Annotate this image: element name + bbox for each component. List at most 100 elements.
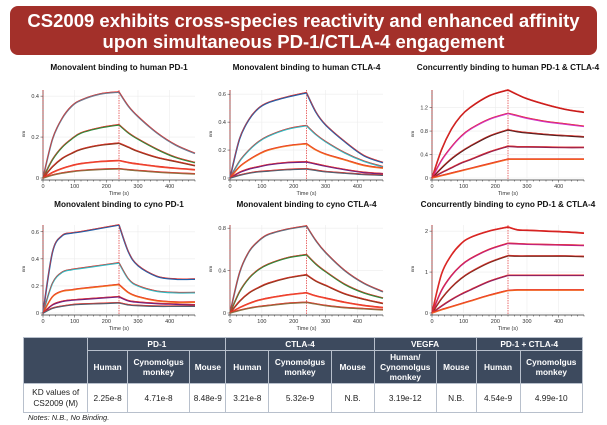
kd-value: 5.32e-9 (268, 383, 332, 413)
kd-value: 2.25e-8 (87, 383, 128, 413)
y-tick-label: 0.2 (31, 284, 39, 290)
series-line-3 (306, 292, 384, 309)
series-line-2 (507, 129, 585, 138)
series-line-2 (431, 254, 509, 314)
x-tick-label: 100 (70, 319, 79, 325)
series-line-2 (306, 274, 384, 305)
table-row: KD values of CS2009 (M) 2.25e-8 4.71e-8 … (22, 383, 584, 413)
fit-line-0 (431, 89, 509, 178)
group-header: PD-1 + CTLA-4 (475, 337, 583, 351)
x-tick-label: 400 (353, 184, 362, 190)
x-axis-label: Time (s) (109, 326, 129, 332)
fit-line-3 (118, 159, 196, 170)
y-axis-label: nm (208, 266, 213, 273)
fit-line-0 (42, 224, 120, 313)
y-tick-label: 0 (36, 311, 39, 317)
chart-title: Monovalent binding to cyno PD-1 (54, 200, 184, 209)
series-line-1 (118, 124, 196, 164)
y-tick-label: 0 (223, 176, 226, 182)
table-subheader-row: Human Cynomolgus monkey Mouse Human Cyno… (24, 350, 584, 384)
series-line-2 (42, 142, 120, 179)
table-group-row: PD-1 CTLA-4 VEGFA PD-1 + CTLA-4 (22, 337, 583, 384)
x-tick-label: 400 (554, 319, 563, 325)
x-tick-label: 200 (289, 319, 298, 325)
fit-line-1 (42, 123, 120, 178)
series-line-1 (305, 125, 384, 168)
fit-line-4 (118, 301, 195, 306)
x-tick-label: 100 (459, 319, 468, 325)
fit-line-2 (306, 142, 384, 168)
series-line-3 (507, 145, 585, 149)
series-line-2 (118, 283, 196, 304)
y-tick-label: 0.6 (31, 230, 39, 236)
fit-line-0 (118, 224, 196, 280)
fit-line-1 (306, 124, 384, 167)
fit-line-2 (118, 283, 196, 302)
x-tick-label: 400 (353, 319, 362, 325)
series-line-4 (306, 168, 384, 177)
x-axis-label: Time (s) (297, 326, 317, 332)
kd-table: PD-1 CTLA-4 VEGFA PD-1 + CTLA-4 Human Cy… (22, 337, 584, 413)
fit-line-2 (306, 273, 384, 304)
subheader: Human/ Cynomolgus monkey (373, 350, 437, 384)
series-line-0 (118, 91, 196, 155)
x-tick-label: 400 (165, 319, 174, 325)
series-line-1 (229, 124, 307, 179)
series-line-1 (507, 242, 585, 247)
series-line-4 (229, 168, 307, 179)
series-line-3 (431, 145, 509, 179)
x-tick-label: 200 (102, 319, 111, 325)
fit-line-0 (42, 91, 120, 178)
y-tick-label: 0.4 (218, 269, 226, 275)
chart-0: 0 100 200 300 400 0 0.2 0.4 Time (s) nm (21, 90, 196, 197)
fit-line-3 (42, 295, 120, 313)
series-line-2 (229, 142, 307, 179)
x-tick-label: 100 (257, 184, 266, 190)
series-line-1 (118, 262, 196, 294)
y-tick-label: 0.4 (31, 257, 39, 263)
series-line-1 (305, 254, 384, 299)
series-line-4 (431, 158, 509, 179)
fit-line-4 (42, 301, 120, 313)
subheader: Cynomolgus monkey (126, 350, 191, 384)
chart-4: 0 100 200 300 400 0 0.4 0.8 Time (s) nm (208, 225, 384, 332)
fit-line-3 (431, 145, 509, 178)
fit-line-0 (306, 225, 384, 292)
kd-value: 8.48e-9 (189, 383, 227, 413)
series-line-0 (305, 225, 384, 293)
subheader: Mouse (189, 350, 227, 384)
y-tick-label: 0 (36, 176, 39, 182)
fit-line-1 (42, 262, 120, 313)
fit-line-2 (229, 273, 307, 313)
fit-line-4 (431, 158, 509, 178)
chart-2: 0 100 200 300 400 0 0.4 0.8 1.2 Time (s) nm (410, 89, 585, 197)
y-tick-label: 0.4 (31, 94, 39, 100)
fit-line-1 (229, 253, 307, 313)
fit-line-2 (507, 128, 585, 137)
x-tick-label: 0 (430, 184, 433, 190)
x-tick-label: 300 (133, 184, 142, 190)
fit-line-0 (507, 89, 585, 112)
series-line-3 (118, 296, 196, 306)
series-line-4 (431, 289, 509, 314)
series-line-1 (507, 112, 585, 128)
fit-line-4 (306, 301, 384, 310)
x-tick-label: 300 (321, 319, 330, 325)
fit-line-3 (431, 274, 509, 313)
y-tick-label: 0.4 (420, 153, 428, 159)
y-tick-label: 0 (425, 311, 428, 317)
fit-line-1 (507, 112, 585, 127)
fit-line-2 (118, 142, 196, 166)
y-axis-label: nm (410, 266, 415, 273)
series-line-0 (431, 226, 509, 314)
x-tick-label: 200 (491, 184, 500, 190)
series-line-2 (306, 143, 384, 170)
group-header: CTLA-4 (225, 337, 375, 351)
y-tick-label: 0.2 (218, 148, 226, 154)
x-tick-label: 300 (522, 319, 531, 325)
series-line-3 (229, 292, 307, 314)
subheader: Mouse (330, 350, 375, 384)
y-tick-label: 0.4 (218, 120, 226, 126)
series-line-2 (118, 142, 196, 167)
fit-line-3 (229, 291, 307, 313)
